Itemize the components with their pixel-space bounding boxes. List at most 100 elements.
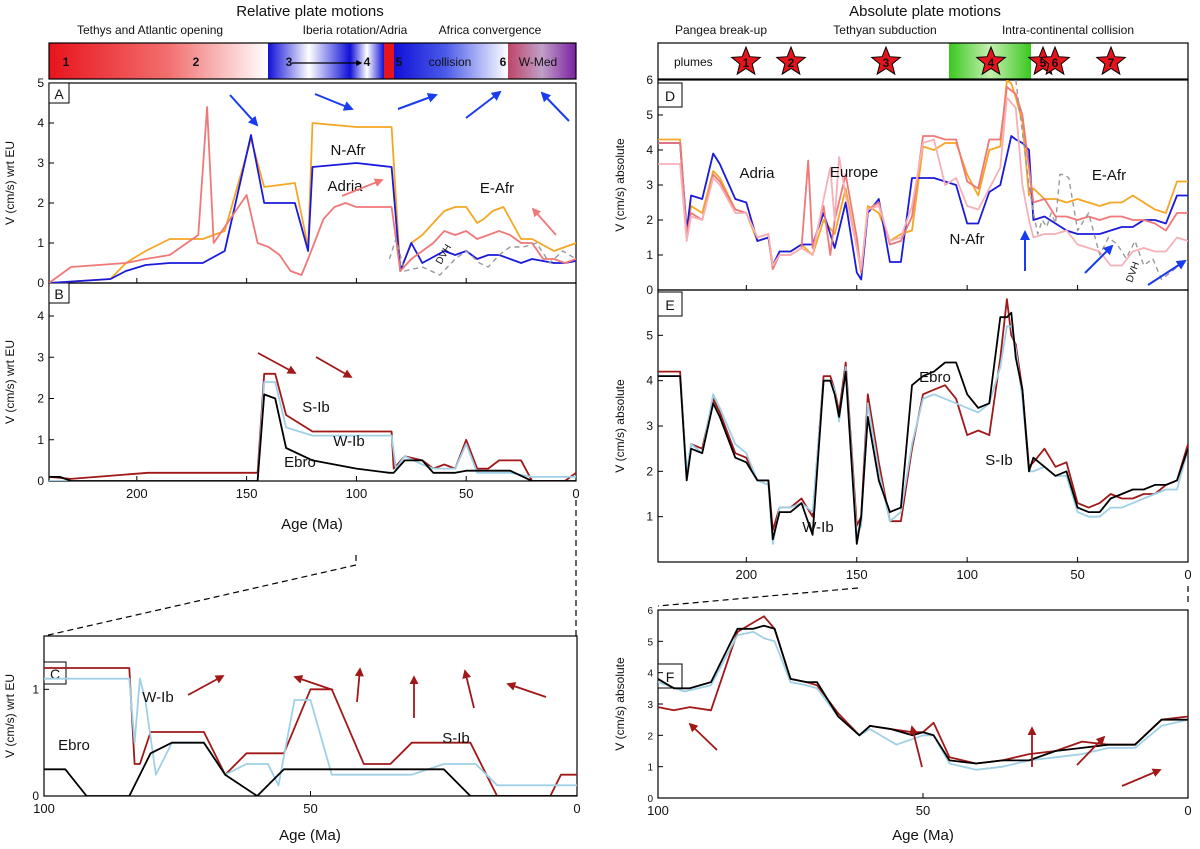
panel-f-letter: F [666,669,675,685]
phase-number-5: 5 [396,55,403,69]
phase-number-1: 1 [63,55,70,69]
arrow-blue-a2 [314,93,354,111]
panel-f-ytick-label: 0 [647,794,653,805]
series-dvh-line-d [1015,80,1188,281]
panel-a-ylabel: V (cm/s) wrt EU [3,141,17,225]
label-dvh-d: DVH [1124,260,1142,284]
panel-a-letter: A [54,86,64,102]
panel-b-frame [48,282,577,482]
label-ebro-c: Ebro [58,737,90,754]
plume-star-1 [730,45,762,76]
series-ebro-line-c [44,741,577,796]
plume-bar-frame [657,42,1189,80]
panel-b-ylabel: V (cm/s) wrt EU [3,340,17,424]
panel-d-ylabel: V (cm/s) absolute [613,138,627,232]
phase-pangea-breakup: Pangea break-up [675,23,767,37]
right-title: Absolute plate motions [849,3,1001,20]
panel-f-frame [657,609,1189,799]
panel-c-frame [43,635,578,797]
phase-band-wmed [508,43,576,79]
series-s-ib-line-e [658,298,1188,532]
plume-star-number: 5 [1040,56,1047,70]
panel-f-ytick-label: 5 [647,637,653,648]
panel-e-letter-box [657,291,683,317]
label-s-ib-e: S-Ib [985,452,1013,469]
arrow-red-c1 [187,675,225,696]
phase-band-red [49,43,268,79]
panel-a-plot: 0 1 2 3 4 5 [37,76,577,290]
panel-e-ytick-label: 4 [646,374,653,388]
label-adria-a: Adria [327,178,363,195]
panel-f-ytick-label: 4 [647,669,653,680]
series-n-afr-blue-line-a [49,134,576,283]
phase-band-blue-3 [268,43,350,79]
panel-b-xtick-label: 200 [126,486,148,501]
arrow-blue-d2 [1084,244,1114,274]
arrow-blue-a4 [465,90,502,119]
panel-b-xtick-label: 50 [459,486,473,501]
panel-e-xtick-label: 0 [1184,567,1191,582]
plume-star-6 [1039,45,1071,76]
panel-c-ylabel: V (cm/s) wrt EU [3,674,17,758]
series-w-ib-line-b [49,381,576,481]
plume-star-number: 2 [788,56,795,70]
panel-e-plot: 1 2 3 4 5 200 150 100 50 0 [646,298,1192,582]
series-ebro-line-e [658,311,1188,545]
label-n-afr-d: N-Afr [950,231,985,248]
panel-f-ytick-label: 1 [647,763,653,774]
phase-intracontinental-collision: Intra-continental collision [1002,23,1134,37]
arrow-red-c3 [354,667,364,703]
phase-africa-convergence: Africa convergence [439,23,542,37]
phase-number-2: 2 [193,55,200,69]
plume-star-number: 7 [1108,56,1115,70]
phase-band-blue-4 [350,43,384,79]
panel-c-letter: C [50,666,60,682]
panel-d-letter: D [665,88,675,104]
label-w-ib-b: W-Ib [333,433,364,450]
panel-c-ytick-label: 0 [32,789,39,803]
series-s-ib-line-f [658,615,1188,765]
panel-b-ytick-label: 0 [37,474,44,488]
panel-d-ytick-label: 4 [646,143,653,157]
label-e-afr-a: E-Afr [480,180,514,197]
phase-tethys-atlantic: Tethys and Atlantic opening [77,23,223,37]
series-s-ib-line-b [49,372,576,481]
panel-e-ytick-label: 3 [646,419,653,433]
panel-f-xlabel: Age (Ma) [892,827,954,844]
label-e-afr-d: E-Afr [1092,167,1126,184]
panel-a-ytick-label: 1 [37,236,44,250]
panel-f-ytick-label: 3 [647,700,653,711]
label-w-ib-e: W-Ib [802,519,833,536]
arrow-blue-a1 [229,94,259,127]
panel-e-xtick-label: 100 [956,567,978,582]
phase-label-wmed: W-Med [519,55,557,69]
panel-f-plot: 0 1 2 3 4 5 6 100 50 0 [647,606,1191,818]
label-s-ib-b: S-Ib [302,399,330,416]
phase-number-3: 3 [286,55,293,69]
panel-b-letter: B [54,286,63,302]
series-n-afr-line-a [49,122,576,283]
panel-d-letter-box [657,82,683,108]
label-adria-d: Adria [739,165,775,182]
series-europe-line-d [658,96,1188,270]
phase-tethyan-subduction: Tethyan subduction [833,23,936,37]
panel-d-frame [657,79,1189,291]
arrow-pink-a1 [341,178,384,197]
panel-e-xtick-label: 150 [846,567,868,582]
panel-e-xtick-label: 200 [735,567,757,582]
phase-number-4: 4 [364,55,371,69]
phase-band-collision [394,43,508,79]
panel-b-xtick-label: 150 [236,486,258,501]
panel-b-plot: 0 1 2 3 4 200 150 100 50 0 [37,309,579,501]
motion-arrows [187,90,1187,787]
panel-a-ytick-label: 3 [37,156,44,170]
panel-c-plot: 0 1 100 50 0 [32,667,581,816]
arrow-red-f2 [909,725,923,768]
panel-d-ytick-label: 2 [646,213,653,227]
panel-b-xtick-label: 100 [346,486,368,501]
panel-b-xlabel: Age (Ma) [281,516,343,533]
arrow-red-c5 [462,669,475,709]
series-w-ib-line-f [658,631,1188,771]
plume-star-2 [775,45,807,76]
